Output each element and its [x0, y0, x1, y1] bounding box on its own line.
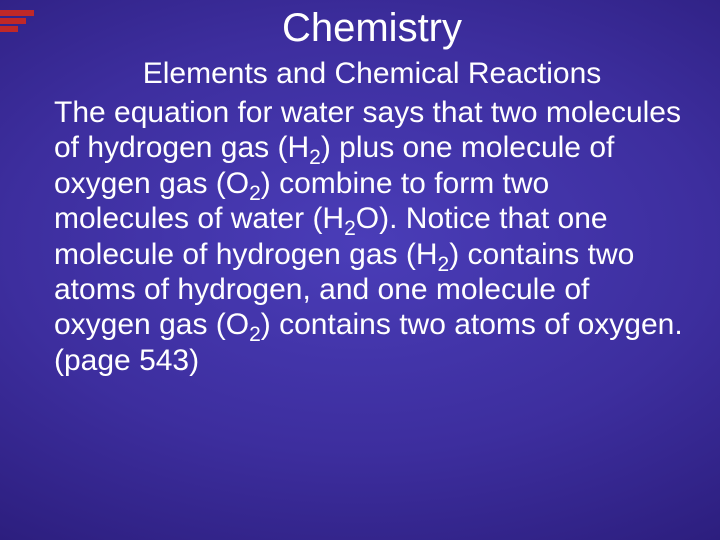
- slide-body: The equation for water says that two mol…: [54, 95, 690, 378]
- slide-title: Chemistry: [144, 6, 600, 51]
- slide-subtitle: Elements and Chemical Reactions: [54, 57, 690, 91]
- subscript: 2: [249, 182, 261, 205]
- slide: Chemistry Elements and Chemical Reaction…: [0, 0, 720, 540]
- subscript: 2: [309, 146, 321, 169]
- subscript: 2: [344, 217, 356, 240]
- subscript: 2: [438, 253, 450, 276]
- subscript: 2: [249, 323, 261, 346]
- accent-bars: [0, 10, 34, 32]
- accent-bar-2: [0, 18, 26, 24]
- accent-bar-3: [0, 26, 18, 32]
- accent-bar-1: [0, 10, 34, 16]
- content-area: Chemistry Elements and Chemical Reaction…: [54, 6, 690, 378]
